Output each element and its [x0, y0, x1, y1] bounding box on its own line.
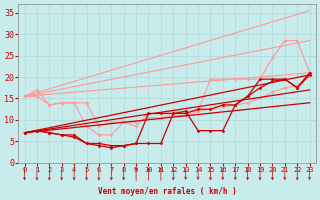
X-axis label: Vent moyen/en rafales ( km/h ): Vent moyen/en rafales ( km/h ) [98, 187, 236, 196]
